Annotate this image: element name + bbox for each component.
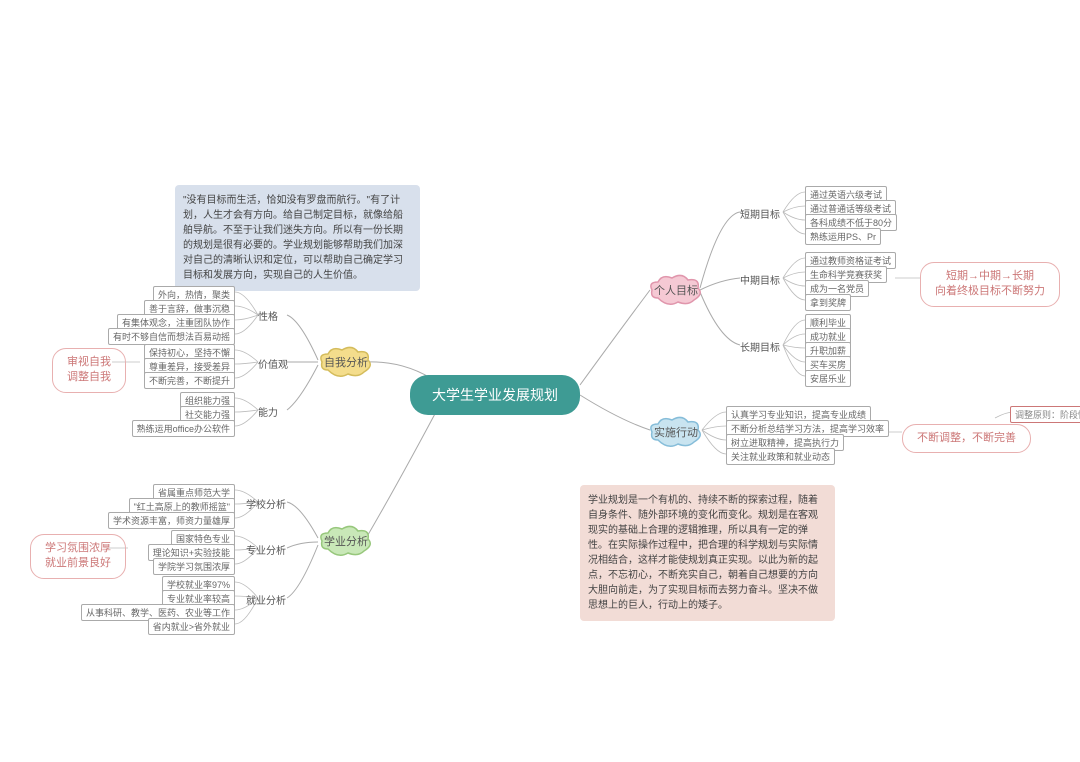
conclusion-text-content: 学业规划是一个有机的、持续不断的探索过程，随着自身条件、随外部环境的变化而变化。… <box>588 493 827 613</box>
personal-goal-label: 个人目标 <box>654 282 698 298</box>
self-analysis-label: 自我分析 <box>324 354 368 370</box>
action-summary: 不断调整，不断完善 <box>902 424 1031 453</box>
action-node[interactable]: 实施行动 <box>648 416 704 455</box>
pg-item: 安居乐业 <box>805 370 851 387</box>
self-analysis-node[interactable]: 自我分析 <box>318 346 374 385</box>
pg-item: 拿到奖牌 <box>805 294 851 311</box>
act-item: 关注就业政策和就业动态 <box>726 448 835 465</box>
action-extra: 调整原则：阶段性、发展性、可操作性 <box>1010 406 1080 423</box>
group-major[interactable]: 专业分析 <box>246 542 286 557</box>
group-ability[interactable]: 能力 <box>258 404 278 419</box>
group-school[interactable]: 学校分析 <box>246 496 286 511</box>
aa-item: 学术资源丰富，师资力量雄厚 <box>108 512 235 529</box>
personal-goal-node[interactable]: 个人目标 <box>648 274 704 313</box>
group-short[interactable]: 短期目标 <box>740 206 780 221</box>
pg-item: 熟练运用PS、Pr <box>805 228 881 245</box>
group-mid[interactable]: 中期目标 <box>740 272 780 287</box>
group-long[interactable]: 长期目标 <box>740 339 780 354</box>
personal-goal-summary: 短期→中期→长期 向着终极目标不断努力 <box>920 262 1060 307</box>
intro-text-content: "没有目标而生活，恰如没有罗盘而航行。"有了计划，人生才会有方向。给自己制定目标… <box>183 193 412 283</box>
intro-text: "没有目标而生活，恰如没有罗盘而航行。"有了计划，人生才会有方向。给自己制定目标… <box>175 185 420 291</box>
group-values[interactable]: 价值观 <box>258 356 288 371</box>
aa-item: 学院学习氛围浓厚 <box>153 558 235 575</box>
center-label: 大学生学业发展规划 <box>432 385 558 405</box>
self-analysis-summary: 审视自我 调整自我 <box>52 348 126 393</box>
academic-analysis-node[interactable]: 学业分析 <box>318 525 374 564</box>
action-label: 实施行动 <box>654 424 698 440</box>
aa-item: 省内就业>省外就业 <box>148 618 235 635</box>
academic-analysis-summary: 学习氛围浓厚 就业前景良好 <box>30 534 126 579</box>
conclusion-text: 学业规划是一个有机的、持续不断的探索过程，随着自身条件、随外部环境的变化而变化。… <box>580 485 835 621</box>
sa-item: 不断完善，不断提升 <box>144 372 235 389</box>
center-topic[interactable]: 大学生学业发展规划 <box>410 375 580 415</box>
group-personality[interactable]: 性格 <box>258 308 278 323</box>
sa-item: 熟练运用office办公软件 <box>132 420 235 437</box>
academic-analysis-label: 学业分析 <box>324 533 368 549</box>
group-employ[interactable]: 就业分析 <box>246 592 286 607</box>
sa-item: 有时不够自信而想法百易动摇 <box>108 328 235 345</box>
